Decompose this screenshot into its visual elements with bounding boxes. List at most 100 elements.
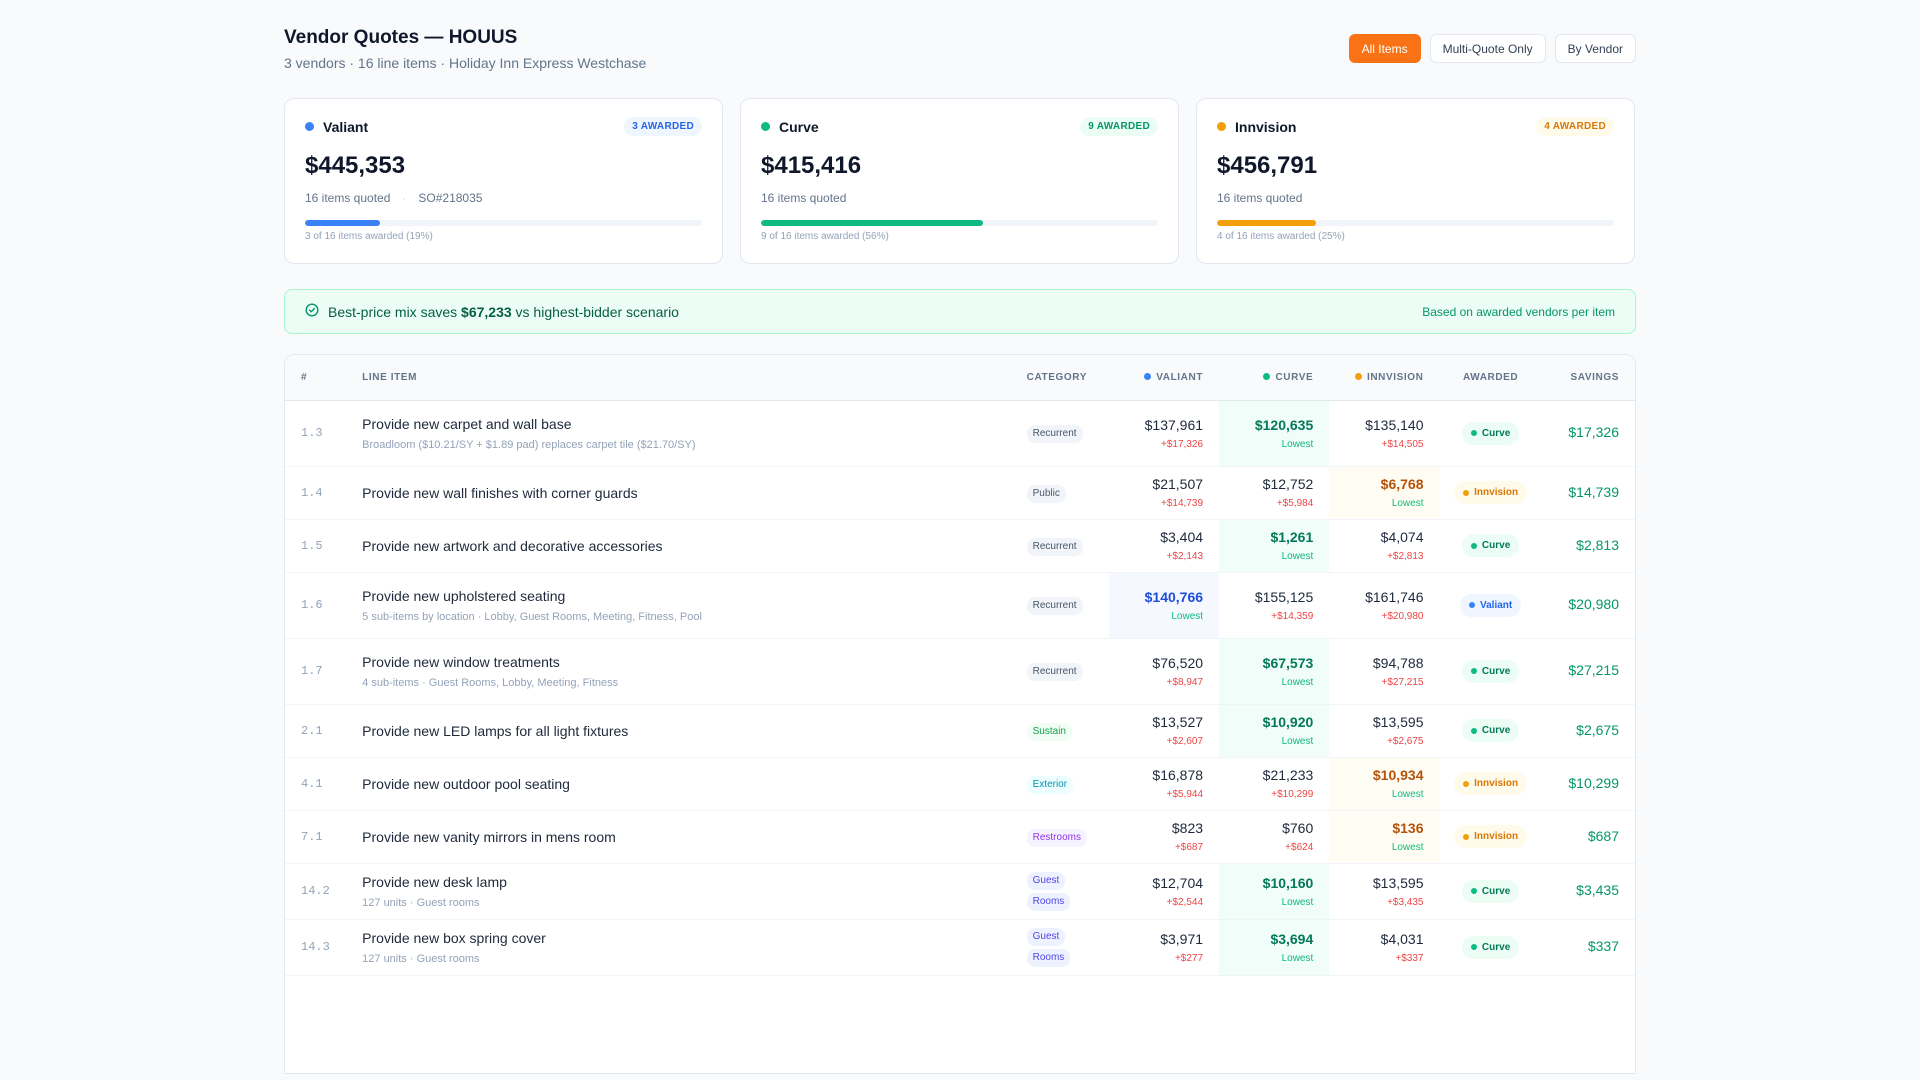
line-item-number: 1.7 [285,638,363,705]
line-item-title[interactable]: Provide new upholstered seating [362,587,566,604]
quote-price: $155,125 [1254,588,1314,605]
view-all-items-button[interactable]: All Items [1348,34,1421,63]
vendor-card-curve[interactable]: Curve 9 AWARDED $415,416 16 items quoted… [740,98,1179,264]
line-item-title[interactable]: Provide new wall finishes with corner gu… [362,484,638,501]
price-cell-valiant: $137,961 +$17,326 [1108,400,1220,467]
awarded-vendor-pill[interactable]: Curve [1461,935,1520,959]
awarded-vendor-pill[interactable]: Innvision [1454,481,1528,504]
col-header-index: # [285,355,363,401]
price-delta: +$17,326 [1161,438,1204,450]
vendor-color-dot [1463,780,1470,787]
category-cell: Recurrent [1026,638,1109,705]
table-row[interactable]: 1.6 Provide new upholstered seating 5 su… [285,572,1635,639]
price-cell-curve: $760 +$624 [1219,810,1330,864]
col-header-curve[interactable]: Curve [1219,355,1330,401]
page-header: Vendor Quotes — HOUUS 3 vendors · 16 lin… [284,0,1636,98]
vendor-name: Innvision [1235,118,1297,135]
quote-price: $12,752 [1262,476,1314,492]
quote-price: $6,768 [1380,476,1424,492]
category-tag: Recurrent [1026,663,1083,681]
price-cell-curve: $67,573 Lowest [1219,638,1330,705]
price-delta: +$277 [1174,952,1204,964]
quote-price: $120,635 [1254,416,1314,433]
line-item-title[interactable]: Provide new carpet and wall base [362,415,572,432]
quote-price: $3,404 [1160,529,1204,545]
savings-amount: $27,215 [1568,662,1619,678]
price-cell-valiant: $21,507 +$14,739 [1108,466,1220,520]
price-cell-valiant: $13,527 +$2,607 [1108,704,1220,758]
table-row[interactable]: 4.1 Provide new outdoor pool seating Ext… [285,757,1635,811]
category-cell: Recurrent [1026,400,1109,467]
vendor-color-dot [1470,430,1477,436]
price-delta: +$2,544 [1166,896,1204,908]
view-multi-quote-button[interactable]: Multi-Quote Only [1429,34,1546,63]
table-row[interactable]: 14.2 Provide new desk lamp 127 units · G… [285,863,1635,920]
table-row[interactable]: 2.1 Provide new LED lamps for all light … [285,704,1635,758]
category-cell: Recurrent [1026,572,1109,639]
line-item-title[interactable]: Provide new window treatments [362,653,560,670]
line-item-cell: Provide new box spring cover 127 units ·… [362,919,1027,976]
items-quoted: 16 items quoted [305,191,391,205]
quote-price: $10,160 [1262,874,1314,891]
table-row[interactable]: 1.7 Provide new window treatments 4 sub-… [285,638,1635,705]
line-item-title[interactable]: Provide new LED lamps for all light fixt… [362,722,629,739]
awarded-vendor-pill[interactable]: Curve [1461,534,1520,557]
awarded-cell: Curve [1439,400,1542,467]
vendor-name: Curve [779,118,819,135]
awarded-vendor-pill[interactable]: Curve [1461,421,1520,445]
awarded-count-badge: 3 AWARDED [624,117,702,136]
line-item-title[interactable]: Provide new outdoor pool seating [362,775,570,792]
vendor-card-innvision[interactable]: Innvision 4 AWARDED $456,791 16 items qu… [1196,98,1635,264]
quote-price: $136 [1392,820,1424,836]
table-row[interactable]: 7.1 Provide new vanity mirrors in mens r… [285,810,1635,864]
awarded-vendor-pill[interactable]: Curve [1461,879,1520,903]
col-header-awarded[interactable]: Awarded [1439,355,1542,401]
awarded-vendor-pill[interactable]: Curve [1461,719,1520,742]
line-item-cell: Provide new LED lamps for all light fixt… [362,704,1027,758]
savings-amount: $17,326 [1568,424,1619,440]
table-row[interactable]: 1.5 Provide new artwork and decorative a… [285,519,1635,573]
col-header-valiant[interactable]: Valiant [1108,355,1220,401]
lowest-label: Lowest [1281,736,1314,747]
view-by-vendor-button[interactable]: By Vendor [1554,34,1636,63]
table-row[interactable]: 14.3 Provide new box spring cover 127 un… [285,919,1635,976]
col-header-innvision[interactable]: Innvision [1329,355,1440,401]
vendor-card-valiant[interactable]: Valiant 3 AWARDED $445,353 16 items quot… [284,98,723,264]
quote-price: $76,520 [1152,654,1204,671]
line-item-number: 1.5 [285,519,363,573]
line-item-title[interactable]: Provide new artwork and decorative acces… [362,537,663,554]
price-cell-valiant: $76,520 +$8,947 [1108,638,1220,705]
awarded-vendor-pill[interactable]: Valiant [1459,593,1522,617]
price-cell-innvision: $4,074 +$2,813 [1329,519,1440,573]
line-item-title[interactable]: Provide new desk lamp [362,873,507,890]
price-delta: +$27,215 [1381,676,1424,688]
lowest-label: Lowest [1281,438,1314,450]
price-delta: +$2,813 [1387,551,1424,562]
quote-price: $135,140 [1365,416,1424,433]
line-item-number: 14.3 [285,919,363,976]
awarded-vendor-pill[interactable]: Curve [1461,659,1520,683]
vendor-color-dot [1470,727,1477,734]
savings-cell: $2,675 [1541,704,1635,758]
price-cell-innvision: $10,934 Lowest [1329,757,1440,811]
line-item-title[interactable]: Provide new box spring cover [362,929,546,946]
quote-price: $10,920 [1262,714,1314,730]
table-row[interactable]: 1.4 Provide new wall finishes with corne… [285,466,1635,520]
col-header-category[interactable]: Category [1026,355,1109,401]
awarded-vendor-pill[interactable]: Innvision [1454,772,1528,795]
line-item-cell: Provide new window treatments 4 sub-item… [362,638,1027,705]
page-subtitle: 3 vendors · 16 line items · Holiday Inn … [284,55,647,71]
savings-amount: $687 [1587,827,1619,844]
price-cell-curve: $155,125 +$14,359 [1219,572,1330,639]
col-header-savings[interactable]: Savings [1541,355,1635,401]
table-row[interactable]: 1.3 Provide new carpet and wall base Bro… [285,400,1635,467]
col-header-line-item[interactable]: Line Item [362,355,1027,401]
items-quoted: 16 items quoted [1217,191,1303,205]
so-number: SO#218035 [418,191,483,205]
line-item-title[interactable]: Provide new vanity mirrors in mens room [362,828,616,845]
vendor-color-dot [1470,888,1477,894]
awarded-vendor-pill[interactable]: Innvision [1454,825,1528,848]
lowest-label: Lowest [1391,842,1424,853]
line-item-number: 1.4 [285,466,363,520]
savings-cell: $17,326 [1541,400,1635,467]
